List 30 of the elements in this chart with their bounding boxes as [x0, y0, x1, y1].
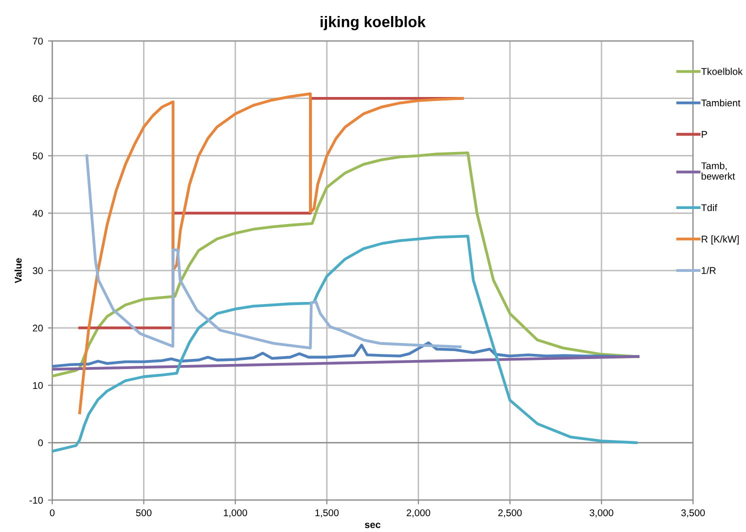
- legend-label: Tamb, bewerkt: [701, 162, 735, 180]
- y-tick-label: 60: [32, 95, 43, 102]
- chart-title: ijking koelblok: [320, 16, 426, 30]
- y-tick-label: 50: [32, 152, 43, 160]
- y-tick-label: 30: [32, 267, 43, 274]
- legend-label: 1/R: [702, 266, 716, 274]
- x-tick-label: 3,000: [590, 509, 614, 518]
- legend-label: Tdif: [701, 204, 718, 212]
- y-tick-label: 70: [32, 38, 43, 45]
- line-series: [52, 234, 638, 453]
- legend-label: Tkoelblok: [701, 68, 743, 75]
- y-tick-label: 10: [33, 382, 43, 389]
- x-tick-label: 2,000: [406, 509, 430, 518]
- y-axis-title: Value: [14, 258, 22, 284]
- legend-label: R [K/kW]: [702, 235, 739, 244]
- y-tick-label: 20: [32, 324, 43, 332]
- y-tick-label: 0: [38, 439, 43, 446]
- legend-label: P: [702, 131, 708, 138]
- x-tick-label: 0: [50, 509, 55, 516]
- legend-label: Tambient: [701, 99, 740, 106]
- line-series: [85, 154, 462, 350]
- x-axis-title: sec: [364, 522, 380, 528]
- line-series: [78, 92, 464, 414]
- x-tick-label: 2,500: [498, 509, 522, 518]
- y-tick-label: 40: [32, 210, 43, 217]
- x-tick-label: 1,000: [224, 509, 248, 518]
- x-tick-label: 500: [136, 509, 152, 516]
- y-tick-label: -10: [30, 496, 43, 504]
- x-tick-label: 3,500: [681, 509, 705, 518]
- x-tick-label: 1,500: [315, 509, 339, 518]
